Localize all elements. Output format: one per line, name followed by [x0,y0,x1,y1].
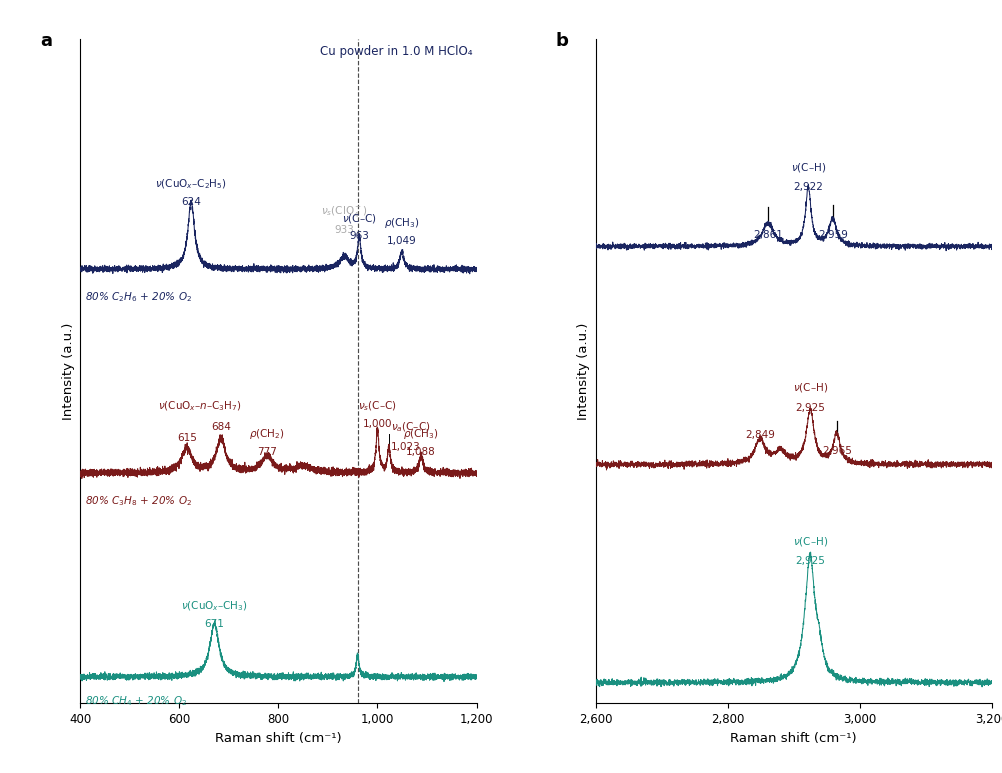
Text: 933: 933 [335,226,355,236]
Text: $\nu$(C–H): $\nu$(C–H) [793,381,828,394]
Text: 624: 624 [181,197,201,207]
Text: 684: 684 [211,422,230,432]
Text: 963: 963 [350,231,369,240]
Text: 80% C$_3$H$_8$ + 20% O$_2$: 80% C$_3$H$_8$ + 20% O$_2$ [85,494,192,508]
Text: 1,088: 1,088 [406,447,436,457]
Text: 2,861: 2,861 [754,230,783,240]
X-axis label: Raman shift (cm⁻¹): Raman shift (cm⁻¹) [730,732,857,744]
Text: 2,965: 2,965 [822,446,852,456]
Text: $\nu$(CuO$_x$–CH$_3$): $\nu$(CuO$_x$–CH$_3$) [181,599,247,613]
Text: $\nu$(C–C): $\nu$(C–C) [342,212,377,225]
Text: $\nu_a$(C–C): $\nu_a$(C–C) [391,421,430,434]
Text: 2,959: 2,959 [818,230,848,240]
Text: $\rho$(CH$_3$): $\rho$(CH$_3$) [403,427,439,441]
Text: $\nu_s$(C–C): $\nu_s$(C–C) [358,399,397,413]
Text: $\rho$(CH$_2$): $\rho$(CH$_2$) [249,427,285,441]
Text: $\nu$(C–H): $\nu$(C–H) [791,161,826,174]
Text: 777: 777 [258,447,277,457]
Text: $\nu_s$(ClO$_4^-$): $\nu_s$(ClO$_4^-$) [321,205,368,220]
Text: 2,925: 2,925 [796,557,826,567]
Text: 615: 615 [176,433,196,443]
Text: 671: 671 [204,619,224,629]
Text: $\rho$(CH$_3$): $\rho$(CH$_3$) [384,216,420,230]
Text: Cu powder in 1.0 M HClO₄: Cu powder in 1.0 M HClO₄ [321,46,473,58]
Text: 80% CH$_4$ + 20% O$_2$: 80% CH$_4$ + 20% O$_2$ [85,695,187,708]
Text: b: b [556,32,569,50]
Text: 1,049: 1,049 [387,236,417,246]
Text: a: a [40,32,52,50]
Y-axis label: Intensity (a.u.): Intensity (a.u.) [577,322,590,420]
Text: $\nu$(CuO$_x$–$n$–C$_3$H$_7$): $\nu$(CuO$_x$–$n$–C$_3$H$_7$) [157,399,241,413]
Text: 1,023: 1,023 [391,441,421,451]
Text: 1,000: 1,000 [363,419,392,429]
Y-axis label: Intensity (a.u.): Intensity (a.u.) [61,322,74,420]
Text: 2,925: 2,925 [796,403,826,413]
Text: 2,849: 2,849 [745,430,775,440]
Text: $\nu$(CuO$_x$–C$_2$H$_5$): $\nu$(CuO$_x$–C$_2$H$_5$) [155,178,227,191]
Text: 2,922: 2,922 [794,182,824,192]
Text: 80% C$_2$H$_6$ + 20% O$_2$: 80% C$_2$H$_6$ + 20% O$_2$ [85,291,192,305]
X-axis label: Raman shift (cm⁻¹): Raman shift (cm⁻¹) [215,732,342,744]
Text: $\nu$(C–H): $\nu$(C–H) [793,535,828,547]
